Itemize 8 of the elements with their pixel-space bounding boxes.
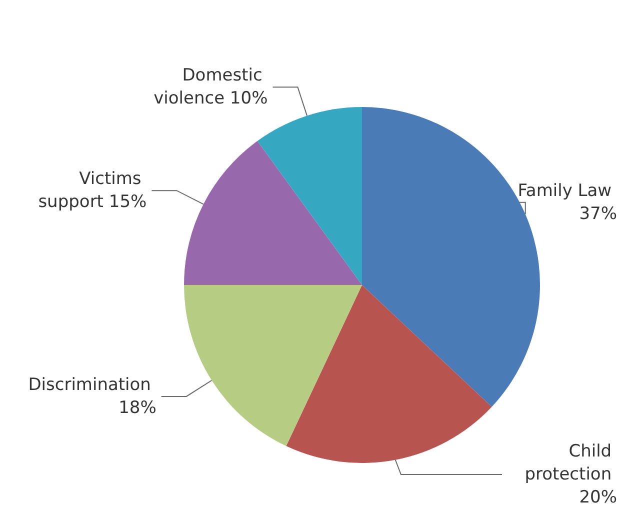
data-label: 20% — [579, 488, 617, 508]
data-label: 18% — [118, 398, 156, 418]
slice-label: Discrimination — [28, 374, 156, 395]
slice-label: Victims support 15% — [38, 169, 147, 212]
slice-label: Family Law — [518, 180, 617, 201]
data-label: 37% — [579, 204, 617, 224]
slice-label: Domestic violence 10% — [154, 66, 268, 109]
slice-label: Child protection — [524, 442, 617, 484]
